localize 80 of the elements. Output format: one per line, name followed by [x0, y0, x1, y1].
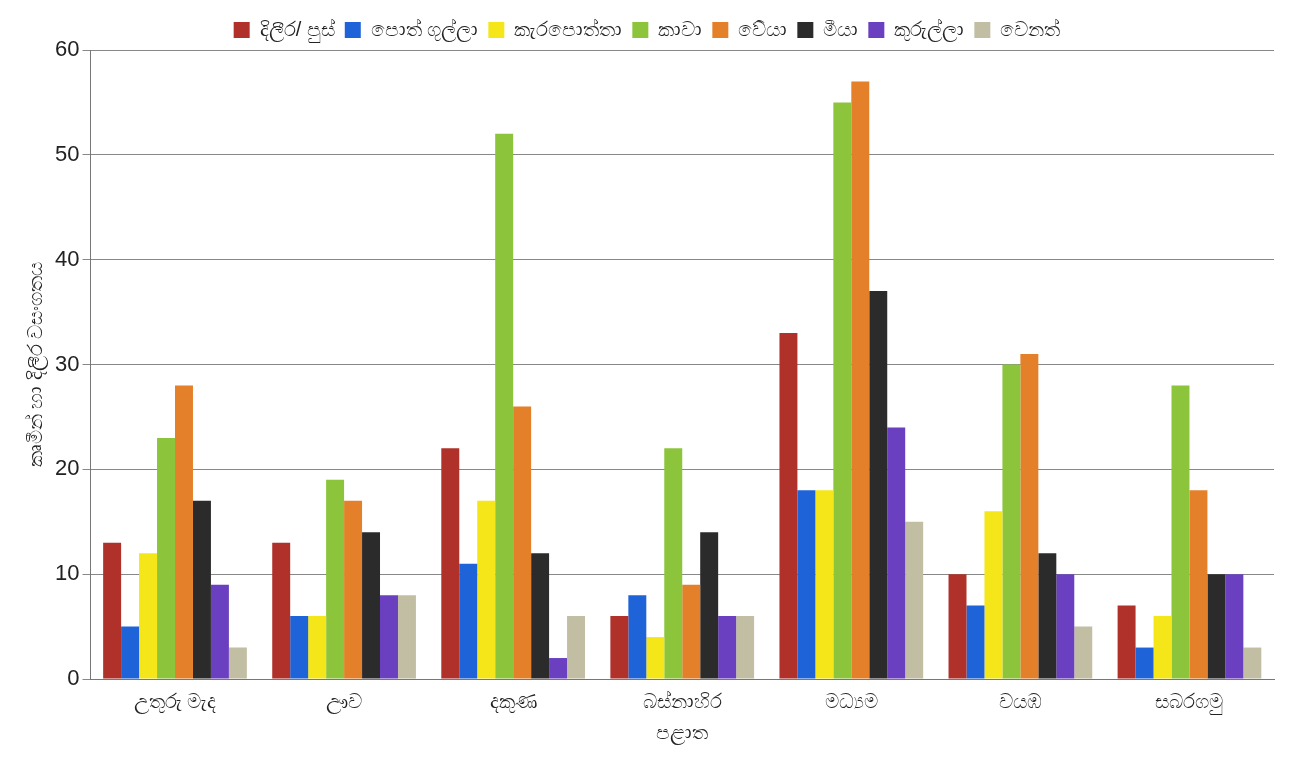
- bar: [700, 532, 719, 679]
- y-tick-label: 30: [54, 350, 80, 376]
- y-tick-label: 10: [54, 560, 80, 586]
- bar: [1002, 364, 1021, 679]
- x-tick-label: බස්නාහිර: [642, 689, 722, 712]
- bar: [1225, 574, 1244, 679]
- legend-label: කැරපොත්තා: [514, 17, 623, 40]
- bar: [628, 595, 647, 679]
- bar: [157, 437, 176, 679]
- y-axis-title: කෘමීන් හා දිලීර වසංගතය: [23, 261, 48, 468]
- x-tick-label: මධ්‍යම: [824, 689, 878, 712]
- bar: [851, 81, 870, 679]
- bar: [192, 500, 211, 679]
- y-tick-label: 20: [54, 455, 80, 481]
- bar: [308, 616, 327, 679]
- bar: [869, 291, 888, 679]
- legend-label: මීයා: [823, 17, 859, 40]
- bar: [459, 563, 478, 679]
- bar: [736, 616, 755, 679]
- bar: [646, 637, 665, 679]
- bar: [682, 584, 701, 679]
- bar: [139, 553, 158, 679]
- bar: [567, 616, 586, 679]
- bar: [513, 406, 532, 679]
- bar: [905, 521, 924, 679]
- x-tick-label: ඌව: [326, 689, 363, 714]
- bar: [1056, 574, 1075, 679]
- x-tick-label: සබරගමු: [1155, 689, 1224, 715]
- y-tick-label: 40: [54, 245, 80, 271]
- bar: [797, 490, 816, 679]
- bar: [495, 133, 514, 679]
- bar: [290, 616, 309, 679]
- bar: [1153, 616, 1172, 679]
- legend-label: කාවා: [658, 17, 703, 40]
- bar: [1207, 574, 1226, 679]
- bar: [1117, 605, 1136, 679]
- x-tick-label: වයඹ: [998, 689, 1042, 712]
- bar: [121, 626, 140, 679]
- bar: [531, 553, 550, 679]
- bar: [1020, 354, 1039, 679]
- y-tick-label: 60: [54, 36, 80, 62]
- y-tick-label: 0: [67, 665, 80, 691]
- legend-label: වෙනත්: [1000, 17, 1061, 40]
- bar: [1171, 385, 1190, 679]
- bar: [326, 479, 345, 679]
- bar: [779, 333, 798, 679]
- bar: [210, 584, 229, 679]
- y-tick-label: 50: [54, 140, 80, 166]
- bar: [664, 448, 683, 679]
- bar: [175, 385, 193, 679]
- bar: [549, 658, 568, 679]
- bar: [477, 500, 496, 679]
- bar: [103, 542, 122, 679]
- bar: [1189, 490, 1208, 679]
- bar: [815, 490, 834, 679]
- legend-label: කුරුල්ලා: [894, 17, 965, 42]
- x-tick-label: උතුරු මැද: [133, 689, 217, 714]
- legend-label: දිලීර/ පුස්: [259, 17, 335, 43]
- bar: [1074, 626, 1093, 679]
- bar: [984, 511, 1003, 679]
- bar: [948, 574, 967, 679]
- bar: [833, 102, 852, 679]
- bar: [397, 595, 416, 679]
- legend-label: වේයා: [738, 17, 788, 40]
- bar: [718, 616, 737, 679]
- bar: [1243, 647, 1262, 679]
- x-axis-title: පළාත: [656, 720, 709, 745]
- bar: [887, 427, 906, 679]
- bar: [380, 595, 398, 679]
- bar: [441, 448, 460, 679]
- bar: [272, 542, 291, 679]
- bar: [362, 532, 381, 679]
- bar: [966, 605, 985, 679]
- bar: [344, 500, 363, 679]
- x-tick-label: දකුණ: [489, 689, 537, 713]
- legend-label: පොත් ගුල්ලා: [370, 17, 479, 42]
- bar: [1038, 553, 1057, 679]
- bar: [610, 616, 629, 679]
- bar: [228, 647, 247, 679]
- bar: [1135, 647, 1154, 679]
